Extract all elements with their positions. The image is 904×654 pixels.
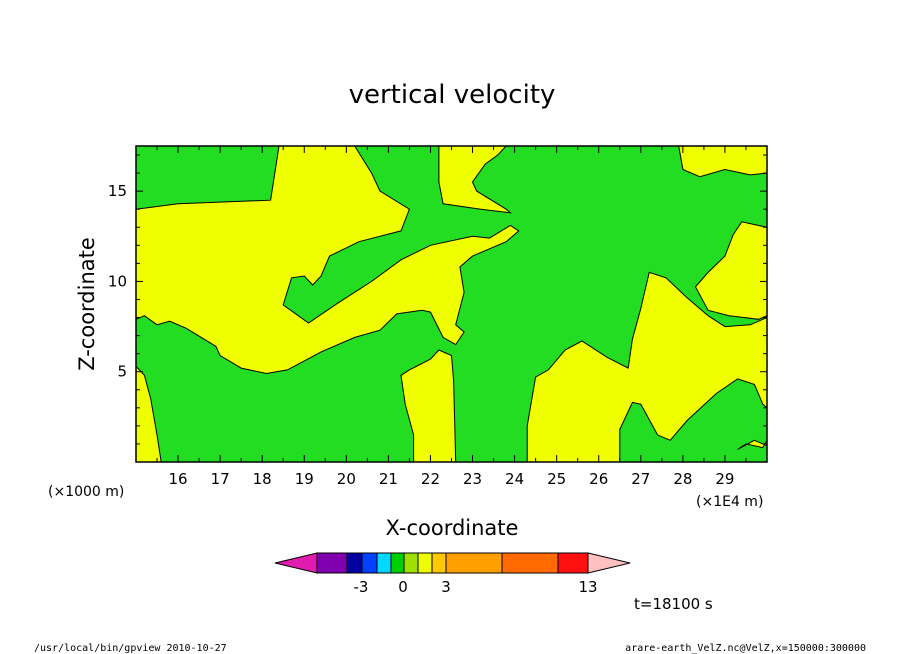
x-tick-label: 26 [589, 470, 608, 488]
colorbar-segment [390, 552, 405, 574]
x-axis-label: X-coordinate [386, 516, 519, 540]
colorbar-segment [361, 552, 378, 574]
positive-velocity-region [135, 145, 520, 375]
chart-title: vertical velocity [349, 80, 556, 110]
x-tick-label: 25 [547, 470, 566, 488]
colorbar-label: 0 [398, 578, 408, 596]
x-tick-label: 23 [463, 470, 482, 488]
colorbar-segment [403, 552, 419, 574]
colorbar-segment [316, 552, 348, 574]
positive-velocity-region [438, 145, 512, 214]
x-unit-note: (×1E4 m) [696, 494, 763, 510]
y-unit-note: (×1000 m) [48, 484, 124, 500]
x-tick-label: 27 [631, 470, 650, 488]
colorbar-segment [431, 552, 447, 574]
x-tick-label: 24 [505, 470, 524, 488]
y-tick-label: 15 [108, 182, 127, 200]
y-axis-label: Z-coordinate [75, 237, 99, 371]
colorbar-segment [376, 552, 392, 574]
footer-right: arare-earth_VelZ.nc@VelZ,x=150000:300000 [625, 643, 866, 654]
x-tick-label: 28 [673, 470, 692, 488]
x-tick-label: 21 [379, 470, 398, 488]
colorbar-labels: -3 0 3 13 [354, 578, 598, 596]
x-tick-label: 18 [253, 470, 272, 488]
x-axis: 16 17 18 19 20 21 22 23 24 25 26 27 28 29 [156, 146, 747, 488]
contour-field [135, 145, 768, 463]
y-axis: 5 10 15 [108, 154, 767, 445]
colorbar [274, 552, 631, 574]
x-tick-label: 22 [421, 470, 440, 488]
x-tick-label: 17 [211, 470, 230, 488]
colorbar-underflow [274, 552, 318, 574]
colorbar-label: -3 [354, 578, 369, 596]
colorbar-segment [445, 552, 503, 574]
colorbar-segment [417, 552, 433, 574]
colorbar-segment [346, 552, 363, 574]
positive-velocity-region [678, 145, 768, 320]
positive-velocity-region [400, 349, 457, 463]
y-tick-label: 10 [108, 272, 127, 290]
x-tick-label: 20 [337, 470, 356, 488]
colorbar-overflow [587, 552, 631, 574]
colorbar-segment [557, 552, 589, 574]
x-tick-label: 16 [169, 470, 188, 488]
colorbar-label: 3 [441, 578, 451, 596]
time-label: t=18100 s [634, 595, 713, 613]
x-tick-label: 29 [715, 470, 734, 488]
colorbar-segment [501, 552, 559, 574]
colorbar-label: 13 [578, 578, 597, 596]
x-tick-label: 19 [295, 470, 314, 488]
footer-left: /usr/local/bin/gpview 2010-10-27 [34, 643, 227, 654]
y-tick-label: 5 [117, 363, 127, 381]
